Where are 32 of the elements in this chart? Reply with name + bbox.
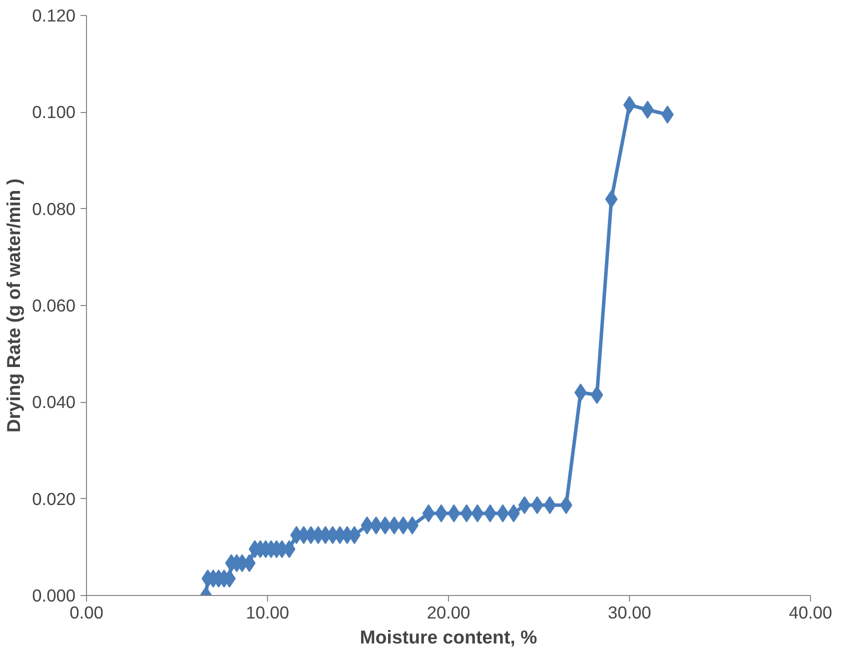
x-tick-label: 20.00 [426,602,470,622]
x-tick-label: 0.00 [70,602,104,622]
point [590,386,604,404]
point [560,496,572,514]
point [460,504,473,522]
point [360,516,374,534]
point [378,516,392,534]
y-tick-label: 0.100 [32,102,76,122]
point [544,496,556,514]
y-tick-label: 0.120 [32,6,76,26]
point [518,496,531,514]
point [370,516,382,534]
x-tick-label: 40.00 [788,602,832,622]
point [574,384,587,402]
point [448,504,460,522]
x-tick-label: 10.00 [246,602,290,622]
point [507,504,520,522]
point [422,504,435,522]
point [471,504,484,522]
y-axis-title: Drying Rate (g of water/min ) [3,178,24,432]
point [484,504,496,522]
y-tick-label: 0.040 [32,392,76,412]
y-tick-label: 0.060 [32,296,76,316]
point [661,106,674,124]
point [641,100,654,119]
x-tick-label: 30.00 [608,602,652,622]
y-tick-label: 0.080 [32,198,76,219]
point [623,96,636,114]
point [605,190,618,208]
y-tick-label: 0.000 [32,586,76,606]
x-axis-title: Moisture content, % [360,626,538,648]
y-tick-label: 0.020 [32,488,76,509]
